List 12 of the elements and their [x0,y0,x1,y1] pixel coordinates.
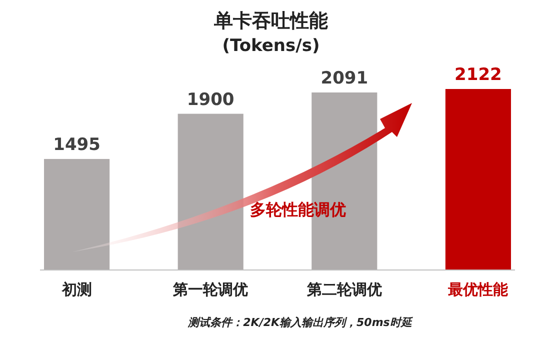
x-tick-label: 初测 [60,280,92,299]
x-tick-label: 第二轮调优 [306,280,382,299]
data-label: 1495 [53,134,100,155]
annotation: 多轮性能调优 [250,200,346,219]
x-tick-label: 最优性能 [447,280,510,299]
chart-title: 单卡吞吐性能 [213,10,328,32]
data-label: 1900 [186,90,234,110]
chart-subtitle: (Tokens/s) [222,36,320,56]
data-label: 2122 [454,65,502,85]
x-tick-label: 第一轮调优 [172,280,248,299]
data-label: 2091 [320,68,368,88]
text: 测试条件：2K/2K输入输出序列，50ms时延 [187,316,413,329]
